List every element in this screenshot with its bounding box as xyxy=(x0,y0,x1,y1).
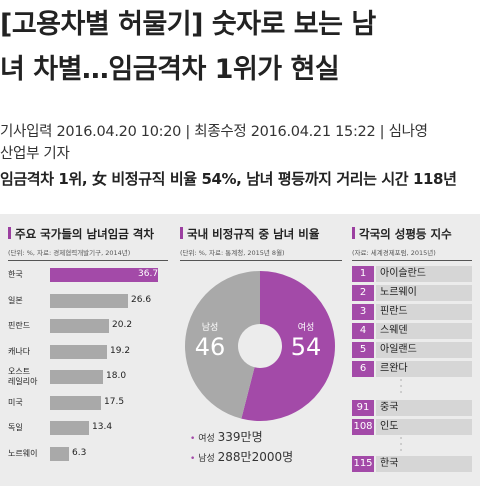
bar-category-label: 한국 xyxy=(8,270,23,279)
rank-number: 115 xyxy=(352,456,374,472)
male-share-value: 46 xyxy=(194,333,226,361)
bar-value-label: 13.4 xyxy=(92,422,113,432)
bar xyxy=(50,446,69,461)
wage-gap-title-text: 주요 국가들의 남녀임금 격차 xyxy=(15,227,154,241)
rank-country: 노르웨이 xyxy=(376,285,472,301)
bar xyxy=(50,370,103,384)
bar-category-label: 미국 xyxy=(8,397,23,407)
meta-line-1: 기사입력 2016.04.20 10:20 | 최종수정 2016.04.21 … xyxy=(0,124,428,140)
rank-number: 6 xyxy=(352,361,374,377)
female-share-label: 여성 xyxy=(297,323,315,333)
rank-row: 115 한국 xyxy=(352,456,472,472)
rank-number: 5 xyxy=(352,342,374,358)
rank-country: 르완다 xyxy=(376,361,472,377)
bar-category-label: 일본 xyxy=(8,295,23,305)
article-meta: 기사입력 2016.04.20 10:20 | 최종수정 2016.04.21 … xyxy=(0,121,478,165)
bar xyxy=(50,395,101,410)
bullet-icon: • xyxy=(190,434,196,444)
rank-country: 인도 xyxy=(376,419,472,435)
title-accent xyxy=(8,227,11,239)
rank-row: 91 중국 xyxy=(352,400,472,416)
wage-gap-divider xyxy=(8,260,168,261)
equality-source: (자료: 세계경제포럼, 2015년) xyxy=(352,249,436,257)
article-subtitle: 임금격차 1위, 女 비정규직 비율 54%, 남녀 평등까지 거리는 시간 1… xyxy=(0,170,457,188)
female-count-value: 339만명 xyxy=(217,430,263,444)
bullet-icon: • xyxy=(190,454,196,464)
female-share: 여성 54 xyxy=(284,320,328,361)
rank-row: 108 인도 xyxy=(352,419,472,435)
bar-value-label: 20.2 xyxy=(112,320,133,330)
headline-line-1: [고용차별 허물기] 숫자로 보는 남 xyxy=(0,9,376,40)
female-count-label: 여성 xyxy=(198,434,215,444)
bar-category-label: 캐나다 xyxy=(8,346,31,356)
donut-slice-female xyxy=(241,271,335,421)
male-share: 남성 46 xyxy=(188,320,232,361)
female-count: • 여성 339만명 xyxy=(190,428,263,445)
bar xyxy=(50,268,158,282)
rank-row: 2 노르웨이 xyxy=(352,285,472,301)
equality-title: 각국의 성평등 지수 xyxy=(352,226,452,242)
irregular-title-text: 국내 비정규직 중 남녀 비율 xyxy=(187,227,320,241)
male-count: • 남성 288만2000명 xyxy=(190,448,293,465)
rank-number: 1 xyxy=(352,266,374,282)
title-accent xyxy=(180,227,183,239)
male-count-label: 남성 xyxy=(198,454,215,464)
rank-number: 91 xyxy=(352,400,374,416)
wage-gap-source: (단위: %, 자료: 경제협력개발기구, 2014년) xyxy=(8,249,131,257)
headline-line-2: 녀 차별…임금격차 1위가 현실 xyxy=(0,54,340,85)
male-share-label: 남성 xyxy=(201,323,219,333)
bar-category-label: 독일 xyxy=(8,423,23,432)
bar xyxy=(50,344,107,359)
bar-value-label: 26.6 xyxy=(131,294,152,305)
rank-country: 아이슬란드 xyxy=(376,266,472,282)
irregular-title: 국내 비정규직 중 남녀 비율 xyxy=(180,226,319,242)
rank-row: 5 아일랜드 xyxy=(352,342,472,358)
bar-category-label: 노르웨이 xyxy=(8,448,38,458)
female-share-value: 54 xyxy=(290,333,322,361)
rank-country: 한국 xyxy=(376,456,472,472)
meta-line-2: 산업부 기자 xyxy=(0,146,70,162)
rank-row: 6 르완다 xyxy=(352,361,472,377)
rank-number: 108 xyxy=(352,419,374,435)
equality-title-text: 각국의 성평등 지수 xyxy=(359,227,452,241)
bar-value-label: 19.2 xyxy=(110,345,131,356)
irregular-divider xyxy=(180,260,342,261)
wage-gap-title: 주요 국가들의 남녀임금 격차 xyxy=(8,226,154,242)
rank-country: 스웨덴 xyxy=(376,323,472,339)
donut-slice-male xyxy=(184,271,260,419)
rank-country: 핀란드 xyxy=(376,304,472,320)
rank-country: 중국 xyxy=(376,400,472,416)
bar-value-label: 36.7 xyxy=(138,269,159,279)
donut-chart xyxy=(184,271,335,421)
bar-category-label: 오스트 레일리아 xyxy=(8,367,38,386)
rank-row: 1 아이슬란드 xyxy=(352,266,472,282)
male-count-value: 288만2000명 xyxy=(217,450,294,464)
bar-value-label: 6.3 xyxy=(72,447,87,458)
bar-value-label: 18.0 xyxy=(106,371,127,381)
bar-category-label: 핀란드 xyxy=(8,321,31,330)
rank-row: 3 핀란드 xyxy=(352,304,472,320)
rank-row: 4 스웨덴 xyxy=(352,323,472,339)
equality-divider xyxy=(352,260,472,261)
article-headline: [고용차별 허물기] 숫자로 보는 남 녀 차별…임금격차 1위가 현실 xyxy=(0,2,478,92)
rank-number: 2 xyxy=(352,285,374,301)
bar xyxy=(50,293,128,308)
ellipsis-dots: · · · xyxy=(399,434,403,455)
bar-value-label: 17.5 xyxy=(104,396,125,407)
rank-country: 아일랜드 xyxy=(376,342,472,358)
irregular-source: (단위: %, 자료: 통계청, 2015년 8월) xyxy=(180,249,285,257)
bar xyxy=(50,421,89,435)
rank-number: 4 xyxy=(352,323,374,339)
ellipsis-dots: · · · xyxy=(399,376,403,397)
rank-number: 3 xyxy=(352,304,374,320)
bar xyxy=(50,319,109,333)
title-accent xyxy=(352,227,355,239)
infographic: 주요 국가들의 남녀임금 격차 (단위: %, 자료: 경제협력개발기구, 20… xyxy=(0,214,480,486)
